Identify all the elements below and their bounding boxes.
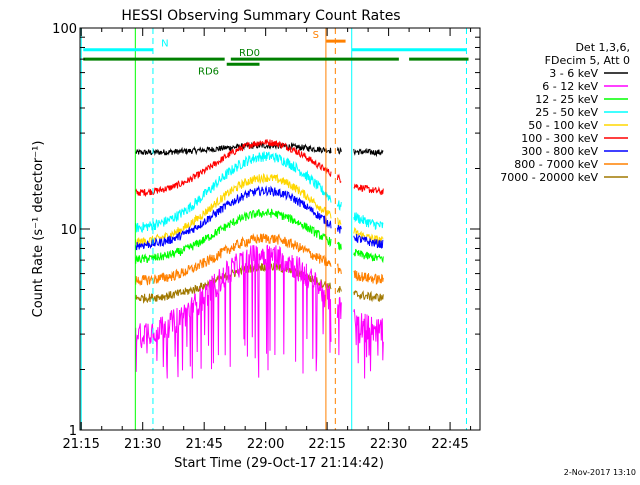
flag-label-rd6: RD6 (198, 66, 219, 77)
series-800-7000kev-seg1 (336, 263, 342, 274)
y-axis-label: Count Rate (s⁻¹ detector⁻¹) (31, 141, 46, 318)
x-axis-label: Start Time (29-Oct-17 21:14:42) (174, 456, 384, 471)
x-tick-label-6: 22:45 (431, 437, 468, 452)
series-100-300kev-seg1 (336, 173, 342, 184)
footer-date: 2-Nov-2017 13:10 (564, 468, 636, 477)
y-tick-label-0: 1 (69, 424, 77, 439)
legend-entry-label-0: 3 - 6 keV (549, 67, 598, 80)
flag-label-rd0: RD0 (239, 48, 260, 59)
data-layer (135, 139, 384, 379)
x-tick-label-1: 21:30 (124, 437, 161, 452)
series-300-800kev-seg1 (336, 224, 342, 234)
series-6-12kev-seg0 (135, 244, 332, 379)
legend-entry-label-2: 12 - 25 keV (535, 93, 598, 106)
legend-entry-label-5: 100 - 300 keV (521, 132, 598, 145)
y-tick-label-2: 100 (52, 22, 77, 37)
x-tick-label-2: 21:45 (185, 437, 222, 452)
series-12-25kev-seg2 (353, 248, 384, 264)
legend-entry-label-7: 800 - 7000 keV (514, 158, 598, 171)
series-3-6kev-seg2 (353, 147, 384, 158)
series-6-12kev-seg2 (353, 309, 384, 379)
series-800-7000kev-seg2 (353, 270, 384, 285)
flag-label-s: S (313, 30, 319, 41)
chart-title: HESSI Observing Summary Count Rates (121, 8, 400, 24)
x-tick-label-3: 22:00 (247, 437, 284, 452)
flag-bars: N RD0 RD6 S (83, 30, 469, 77)
series-12-25kev-seg0 (135, 208, 332, 264)
x-tick-label-4: 22:15 (308, 437, 345, 452)
x-tick-label-0: 21:15 (62, 437, 99, 452)
series-6-12kev-seg1 (336, 296, 342, 356)
axis-ticks: 21:15 21:30 21:45 22:00 22:15 22:30 22:45 1 10 10… (52, 22, 480, 452)
y-tick-label-1: 10 (60, 223, 77, 238)
series-3-6kev-seg1 (336, 146, 342, 155)
series-50-100kev-seg1 (336, 217, 342, 228)
vertical-lines (80, 28, 467, 430)
series-3-6kev-seg0 (135, 141, 332, 156)
series-25-50kev-seg2 (353, 212, 384, 230)
series-100-300kev-seg2 (353, 183, 384, 196)
legend-entry-label-4: 50 - 100 keV (528, 119, 598, 132)
series-50-100kev-seg2 (353, 227, 384, 245)
series-7000-20000kev-seg1 (336, 286, 342, 293)
legend-header-line-1: Det 1,3,6, (575, 41, 630, 54)
series-300-800kev-seg2 (353, 233, 384, 249)
flag-label-n: N (161, 39, 168, 50)
series-300-800kev-seg0 (135, 185, 332, 251)
legend-entry-label-8: 7000 - 20000 keV (500, 171, 598, 184)
series-7000-20000kev-seg2 (353, 290, 384, 303)
legend-entry-label-6: 300 - 800 keV (521, 145, 598, 158)
legend-entry-label-3: 25 - 50 keV (535, 106, 598, 119)
series-800-7000kev-seg0 (135, 232, 332, 286)
series-12-25kev-seg1 (336, 241, 342, 251)
x-tick-label-5: 22:30 (370, 437, 407, 452)
legend-entry-label-1: 6 - 12 keV (542, 80, 598, 93)
series-25-50kev-seg1 (336, 200, 342, 211)
series-25-50kev-seg0 (135, 151, 332, 234)
series-100-300kev-seg0 (135, 139, 332, 198)
legend-header-line-2: FDecim 5, Att 0 (545, 54, 630, 67)
